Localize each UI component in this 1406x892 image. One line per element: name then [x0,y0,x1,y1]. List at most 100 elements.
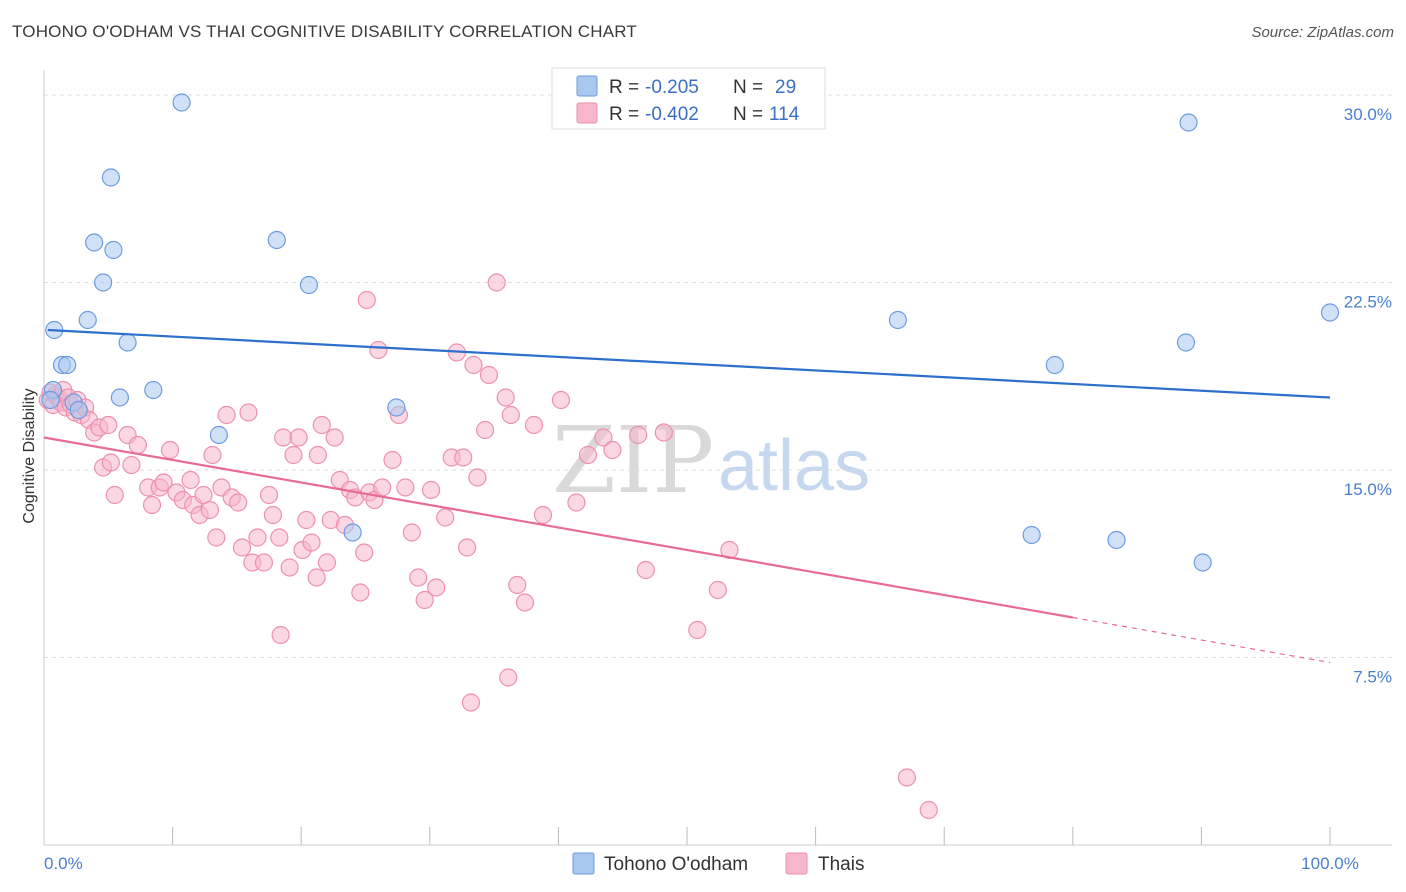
thai-point-18 [101,453,120,472]
thai-point-19 [105,485,124,505]
thai-point-102 [654,423,673,442]
tohono-point-28 [41,390,60,410]
tohono-point-6 [78,310,97,330]
legend-r-label-1: R = [609,104,639,125]
thai-point-38 [217,405,236,425]
tohono-point-25 [1179,113,1198,132]
thai-point-86 [475,420,495,440]
thai-point-52 [289,428,308,447]
thai-point-34 [200,500,219,520]
thai-point-50 [280,558,299,577]
trend-line-thai [43,436,1073,619]
thai-point-46 [259,485,279,505]
thai-point-85 [468,468,487,487]
thai-point-100 [629,425,648,445]
thai-point-76 [415,590,434,610]
thai-point-94 [533,505,553,525]
thai-point-33 [194,485,213,505]
tohono-point-16 [267,230,286,250]
thai-point-108 [357,290,376,310]
thai-point-89 [496,388,515,407]
thai-point-44 [248,528,267,547]
thai-point-45 [254,553,274,572]
y-tick-label-1: 15.0% [1344,480,1392,499]
thai-point-70 [373,478,392,497]
trend-line-tohono [47,328,1331,399]
thai-point-112 [307,568,326,587]
thai-point-27 [160,440,180,460]
thai-point-22 [128,435,147,455]
thai-point-48 [270,528,289,547]
thai-point-51 [284,445,303,465]
bottom-legend-label-tohono: Tohono O'odham [604,854,748,875]
thai-point-87 [479,365,499,385]
legend-swatch-thai [576,102,598,124]
thai-point-101 [636,560,655,580]
tohono-point-15 [209,425,228,445]
series-tohono-oodham [41,93,1340,572]
trend-line-thai-extension [1072,616,1331,664]
chart-title: TOHONO O'ODHAM VS THAI COGNITIVE DISABIL… [12,22,638,41]
thai-point-49 [274,428,293,447]
legend-n-label-0: N = [733,77,763,98]
legend-n-label-1: N = [733,104,763,125]
thai-point-41 [232,538,252,557]
thai-point-97 [578,445,598,465]
thai-point-35 [203,445,222,465]
thai-point-95 [551,390,571,410]
thai-point-111 [499,668,518,687]
tohono-point-27 [1320,303,1340,322]
y-axis-title: Cognitive Disability [21,388,38,523]
y-tick-label-0: 7.5% [1353,668,1392,687]
tohono-point-3 [58,355,77,375]
tohono-point-13 [144,380,163,400]
gridlines [44,94,1392,658]
tohono-point-9 [101,168,120,187]
thai-point-56 [308,445,328,465]
thai-point-57 [312,415,331,435]
tohono-point-20 [888,310,908,330]
thai-point-79 [436,508,455,527]
thai-point-91 [508,575,527,595]
x-axis-labels: 0.0% 100.0% [44,854,1359,873]
bottom-legend-swatch-thai [785,852,808,875]
thai-point-110 [461,693,481,712]
tohono-point-26 [1193,553,1212,572]
tohono-point-8 [94,273,113,292]
watermark-atlas: atlas [718,426,870,506]
thai-point-36 [207,528,226,547]
tohono-point-17 [299,275,319,295]
tohono-point-21 [1022,525,1041,545]
thai-point-42 [239,403,258,422]
thai-point-84 [464,355,483,375]
thai-point-58 [317,553,337,572]
thai-point-88 [487,273,506,292]
thai-point-103 [688,620,707,640]
thai-point-40 [229,493,248,512]
thai-point-54 [297,510,316,530]
thai-point-60 [325,428,344,447]
thai-point-71 [383,450,402,470]
thai-point-96 [567,493,586,512]
thai-point-69 [369,340,388,360]
thai-point-75 [409,568,428,587]
thai-point-83 [457,538,477,557]
legend-r-value-1: -0.402 [645,104,699,125]
thai-point-47 [263,505,283,525]
thai-point-74 [402,523,421,542]
thai-point-73 [396,478,415,497]
thai-point-21 [122,455,141,475]
tohono-point-18 [343,523,362,542]
y-tick-label-2: 22.5% [1344,293,1392,312]
thai-point-92 [515,593,535,612]
thai-point-55 [302,533,321,552]
thai-point-98 [594,428,613,447]
tohono-point-11 [110,388,129,407]
thai-point-26 [154,473,173,492]
thai-point-24 [142,495,162,515]
tohono-point-19 [387,398,406,417]
tohono-point-7 [85,233,104,252]
thai-point-113 [99,415,118,435]
bottom-legend-swatch-tohono [572,852,595,875]
